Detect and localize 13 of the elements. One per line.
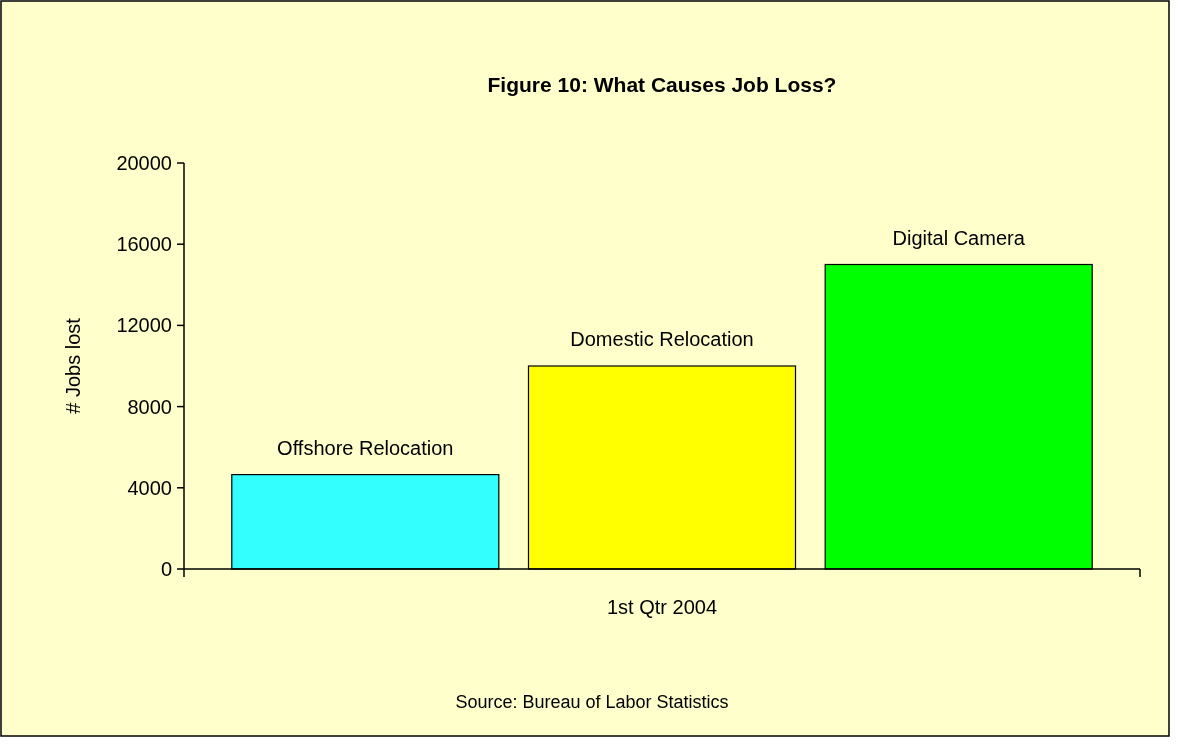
y-tick-label: 8000 [127,395,172,418]
series-label: Offshore Relocation [277,436,454,459]
x-tick-label: 1st Qtr 2004 [606,596,718,618]
y-tick-label: 0 [160,558,172,580]
y-tick-label: 16000 [116,233,172,256]
y-tick-label: 4000 [127,476,172,499]
series-label: Domestic Relocation [570,328,754,350]
chart-title: Figure 10: What Causes Job Loss? [487,73,837,96]
y-tick-label: 20000 [116,152,172,174]
y-tick-label: 12000 [116,314,172,337]
source-note: Source: Bureau of Labor Statistics [455,692,729,712]
y-axis-title: # Jobs lost [62,317,84,414]
series-label: Digital Camera [892,226,1026,249]
